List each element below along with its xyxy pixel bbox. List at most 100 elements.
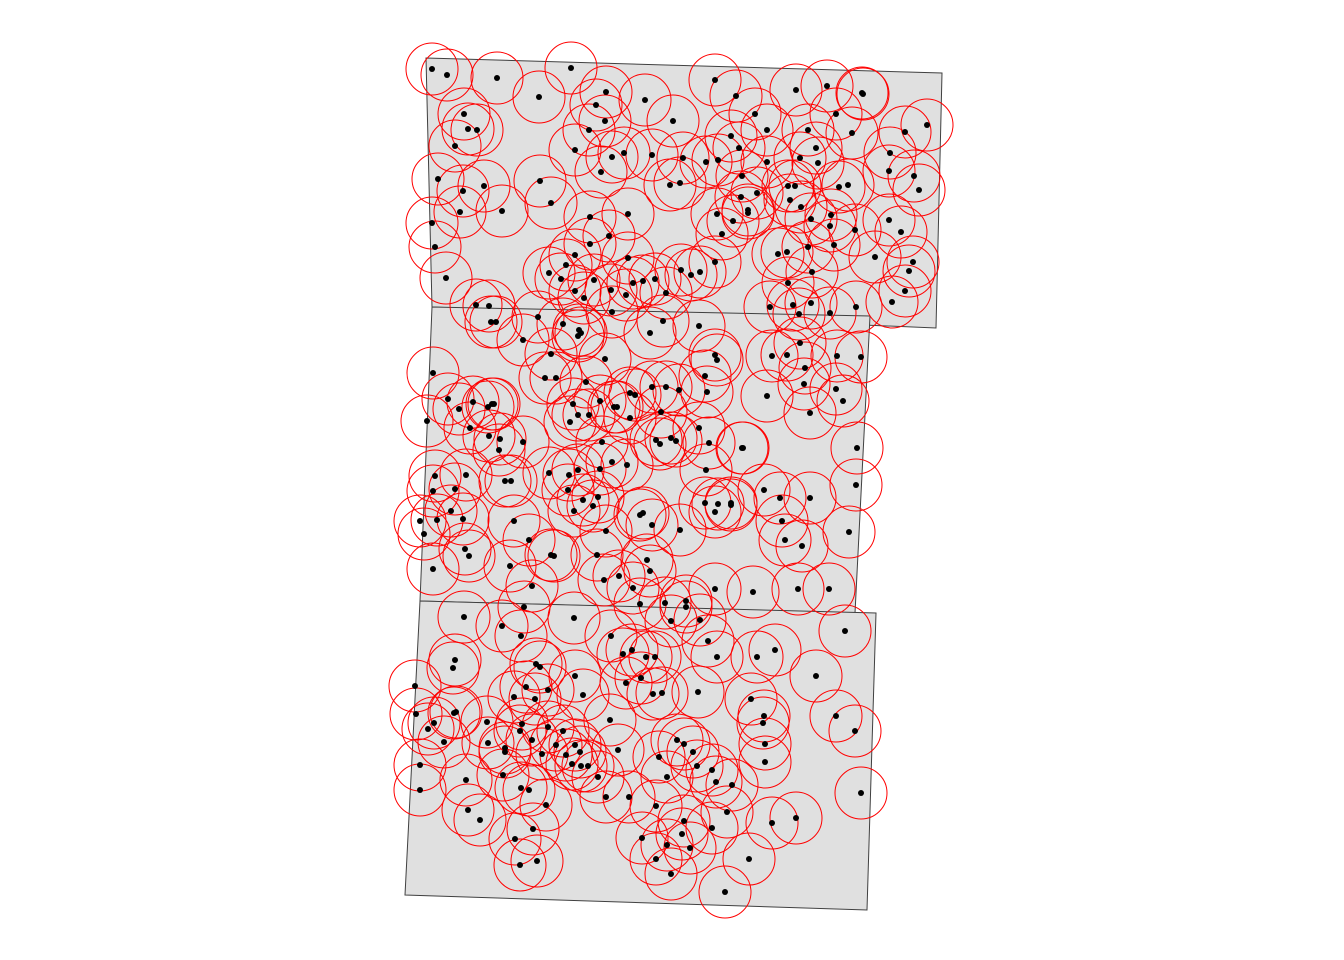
data-point bbox=[546, 470, 552, 476]
data-point bbox=[593, 102, 599, 108]
data-point bbox=[831, 242, 837, 248]
data-point bbox=[858, 790, 864, 796]
data-point bbox=[801, 381, 807, 387]
data-point bbox=[452, 143, 458, 149]
buffer-circle bbox=[487, 494, 541, 548]
data-point bbox=[807, 495, 813, 501]
data-point bbox=[563, 262, 569, 268]
data-point bbox=[493, 319, 499, 325]
buffer-circle bbox=[473, 412, 527, 466]
data-point bbox=[902, 129, 908, 135]
buffer-circle bbox=[437, 87, 491, 141]
buffer-circle bbox=[644, 847, 698, 901]
data-point bbox=[652, 276, 658, 282]
data-point bbox=[728, 133, 734, 139]
buffer-circle bbox=[753, 471, 807, 525]
data-point bbox=[457, 209, 463, 215]
data-point bbox=[499, 623, 505, 629]
buffer-circle bbox=[401, 702, 455, 756]
buffer-circle bbox=[527, 529, 581, 583]
data-point bbox=[590, 503, 596, 509]
data-point bbox=[640, 510, 646, 516]
buffer-circle bbox=[722, 832, 776, 886]
buffer-circle bbox=[521, 663, 575, 717]
buffer-circle bbox=[393, 494, 447, 548]
data-point bbox=[453, 709, 459, 715]
buffer-circle bbox=[484, 454, 538, 508]
data-point bbox=[553, 742, 559, 748]
data-point bbox=[567, 419, 573, 425]
buffer-circle bbox=[886, 235, 940, 289]
buffer-circle bbox=[730, 166, 784, 220]
data-point bbox=[674, 737, 680, 743]
data-point bbox=[435, 176, 441, 182]
data-point bbox=[608, 287, 614, 293]
data-point bbox=[558, 276, 564, 282]
data-point bbox=[653, 437, 659, 443]
data-point bbox=[808, 300, 814, 306]
buffer-circle bbox=[438, 522, 492, 576]
data-point bbox=[714, 211, 720, 217]
buffer-circle bbox=[567, 253, 621, 307]
data-point bbox=[537, 664, 543, 670]
buffer-circle bbox=[421, 372, 475, 426]
data-point bbox=[852, 728, 858, 734]
data-point bbox=[704, 389, 710, 395]
data-point bbox=[512, 836, 518, 842]
buffer-circle bbox=[772, 287, 826, 341]
data-point bbox=[706, 440, 712, 446]
buffer-circle bbox=[584, 609, 638, 663]
data-point bbox=[429, 220, 435, 226]
data-point bbox=[792, 183, 798, 189]
buffer-circle bbox=[433, 185, 487, 239]
data-point bbox=[860, 91, 866, 97]
data-point bbox=[518, 785, 524, 791]
data-point bbox=[840, 398, 846, 404]
data-point bbox=[664, 842, 670, 848]
data-point bbox=[642, 97, 648, 103]
data-point bbox=[772, 647, 778, 653]
data-point bbox=[615, 747, 621, 753]
data-point bbox=[670, 118, 676, 124]
buffer-circle bbox=[628, 252, 682, 306]
data-point bbox=[625, 255, 631, 261]
buffer-circle bbox=[892, 163, 946, 217]
data-point bbox=[444, 72, 450, 78]
buffer-circle bbox=[400, 394, 454, 448]
data-point bbox=[517, 728, 523, 734]
buffer-circle bbox=[406, 346, 460, 400]
buffer-circle bbox=[644, 411, 698, 465]
buffer-circle bbox=[596, 627, 650, 681]
buffer-circle bbox=[419, 251, 473, 305]
data-point bbox=[752, 111, 758, 117]
data-point bbox=[696, 323, 702, 329]
data-point bbox=[656, 754, 662, 760]
data-point bbox=[760, 720, 766, 726]
data-point bbox=[702, 500, 708, 506]
data-point bbox=[683, 598, 689, 604]
data-point bbox=[683, 604, 689, 610]
buffer-circle bbox=[791, 136, 845, 190]
buffer-circle bbox=[397, 507, 451, 561]
data-point bbox=[502, 478, 508, 484]
buffer-circle bbox=[547, 591, 601, 645]
buffer-circle bbox=[488, 812, 542, 866]
buffer-circle bbox=[467, 377, 521, 431]
buffer-circle bbox=[653, 156, 707, 210]
data-point bbox=[852, 227, 858, 233]
buffer-circle bbox=[578, 94, 632, 148]
buffer-circle bbox=[809, 689, 863, 743]
buffer-circle bbox=[783, 471, 837, 525]
data-point bbox=[668, 871, 674, 877]
data-point bbox=[703, 467, 709, 473]
data-point bbox=[769, 353, 775, 359]
buffer-circle bbox=[472, 423, 526, 477]
data-point bbox=[911, 173, 917, 179]
data-point bbox=[548, 351, 554, 357]
data-point bbox=[785, 183, 791, 189]
data-point bbox=[450, 665, 456, 671]
buffer-circle bbox=[789, 649, 843, 703]
data-point bbox=[413, 711, 419, 717]
data-point bbox=[566, 472, 572, 478]
data-point bbox=[842, 628, 848, 634]
